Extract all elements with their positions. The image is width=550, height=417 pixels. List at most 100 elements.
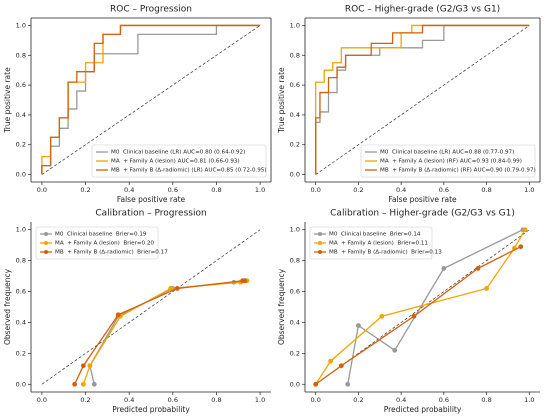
- legend-box: [309, 226, 433, 260]
- reference-diagonal: [41, 229, 261, 385]
- y-tick-label: 1.0: [16, 21, 26, 29]
- series-line: [89, 280, 245, 385]
- point: [91, 381, 97, 387]
- x-tick-label: 0.0: [37, 396, 47, 404]
- x-tick-label: 0.8: [481, 396, 491, 404]
- series-line: [41, 24, 261, 175]
- x-tick-label: 0.6: [439, 186, 449, 194]
- reference-diagonal: [315, 229, 530, 385]
- point: [441, 265, 447, 271]
- y-tick-label: 1.0: [290, 226, 300, 234]
- point: [379, 313, 385, 319]
- legend-label: MB + Family B (Δ-radiomic) Brier=0.17: [55, 250, 168, 256]
- legend-box: [35, 226, 159, 260]
- legend-label: MA + Family A (lesion) Brier=0.20: [55, 241, 154, 247]
- x-tick-label: 0.6: [168, 186, 178, 194]
- x-tick-label: 0.4: [124, 396, 134, 404]
- x-tick-label: 0.2: [80, 396, 90, 404]
- point: [345, 381, 351, 387]
- x-tick-label: 0.8: [211, 186, 221, 194]
- legend-label: MA + Family A (lesion) (RF) AUC=0.93 (0.…: [380, 159, 522, 165]
- legend-label: MA + Family A (lesion) Brier=0.11: [329, 241, 428, 247]
- point: [313, 381, 319, 387]
- y-axis-label: Observed frequency: [3, 268, 12, 345]
- x-tick-label: 0.2: [80, 186, 90, 194]
- series-line: [74, 280, 245, 385]
- point: [475, 265, 481, 271]
- chart-title: ROC – Progression: [110, 5, 192, 15]
- x-tick-label: 0.4: [124, 186, 134, 194]
- x-tick-label: 0.0: [311, 186, 321, 194]
- legend-label: M0 Clinical baseline Brier=0.14: [329, 232, 421, 238]
- y-tick-label: 0.0: [16, 380, 26, 388]
- reference-diagonal: [315, 25, 530, 175]
- point: [80, 363, 86, 369]
- x-tick-label: 0.8: [481, 186, 491, 194]
- y-tick-label: 0.6: [290, 81, 300, 89]
- point: [328, 358, 334, 364]
- y-tick-label: 0.0: [16, 171, 26, 179]
- x-tick-label: 0.0: [311, 396, 321, 404]
- point: [87, 363, 93, 369]
- legend-label: MB + Family B (Δ-radiomic) Brier=0.13: [329, 250, 442, 256]
- x-tick-label: 1.0: [255, 396, 265, 404]
- y-axis-label: True positive rate: [277, 67, 286, 134]
- y-tick-label: 0.4: [16, 111, 26, 119]
- x-tick-label: 1.0: [524, 186, 534, 194]
- y-axis-label: Observed frequency: [277, 268, 286, 345]
- y-tick-label: 1.0: [290, 21, 300, 29]
- x-axis-label: False positive rate: [388, 195, 457, 204]
- y-tick-label: 0.8: [16, 51, 26, 59]
- x-tick-label: 0.2: [353, 186, 363, 194]
- x-tick-label: 1.0: [255, 186, 265, 194]
- y-tick-label: 0.4: [16, 318, 26, 326]
- y-tick-label: 0.4: [290, 318, 300, 326]
- y-tick-label: 0.6: [290, 288, 300, 296]
- y-tick-label: 0.6: [16, 288, 26, 296]
- legend-box: [360, 144, 536, 178]
- y-tick-label: 0.2: [290, 141, 300, 149]
- point: [338, 363, 344, 369]
- point: [518, 244, 524, 250]
- point: [72, 381, 78, 387]
- y-axis-label: True positive rate: [3, 67, 12, 134]
- legend-marker: [44, 241, 48, 245]
- point: [115, 312, 121, 318]
- legend-marker: [318, 241, 322, 245]
- series-line: [315, 24, 530, 175]
- x-tick-label: 0.4: [396, 186, 406, 194]
- y-tick-label: 0.0: [290, 171, 300, 179]
- legend-label: M0 Clinical baseline (LR) AUC=0.80 (0.64…: [111, 150, 245, 156]
- series-line: [315, 246, 522, 385]
- y-tick-label: 0.4: [290, 111, 300, 119]
- chart-title: Calibration – Progression: [95, 209, 206, 219]
- point: [392, 347, 398, 353]
- x-axis-label: Predicted probability: [384, 405, 462, 414]
- series-line: [82, 280, 248, 385]
- x-axis-label: Predicted probability: [112, 405, 190, 414]
- legend-label: M0 Clinical baseline Brier=0.19: [55, 232, 147, 238]
- x-tick-label: 0.8: [211, 396, 221, 404]
- y-tick-label: 0.8: [290, 257, 300, 265]
- point: [168, 286, 174, 291]
- point: [174, 286, 180, 291]
- series-line: [315, 229, 526, 385]
- legend-marker: [318, 232, 322, 236]
- x-tick-label: 0.6: [439, 396, 449, 404]
- y-tick-label: 0.6: [16, 81, 26, 89]
- legend-box: [91, 144, 267, 178]
- y-tick-label: 1.0: [16, 226, 26, 234]
- legend-label: MB + Family B (Δ-radiomic) (RF) AUC=0.90…: [380, 168, 536, 174]
- y-tick-label: 0.8: [16, 257, 26, 265]
- legend-label: M0 Clinical baseline (LR) AUC=0.88 (0.77…: [380, 150, 514, 156]
- reference-diagonal: [41, 25, 261, 175]
- y-tick-label: 0.0: [290, 380, 300, 388]
- point: [522, 227, 528, 233]
- chart-title: Calibration – Higher-grade (G2/G3 vs G1): [330, 209, 515, 219]
- point: [356, 323, 361, 328]
- point: [484, 286, 489, 291]
- legend-marker: [44, 250, 48, 254]
- y-tick-label: 0.2: [16, 349, 26, 357]
- point: [242, 278, 248, 284]
- y-tick-label: 0.8: [290, 51, 300, 59]
